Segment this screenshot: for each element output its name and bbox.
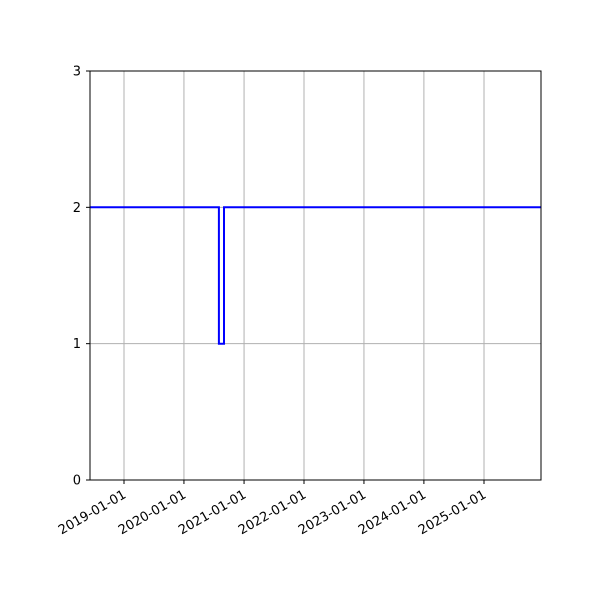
plot-border	[89, 70, 542, 481]
data-series-line	[90, 206, 541, 345]
y-axis-tick-label: 0	[73, 474, 81, 489]
y-axis-tick-label: 2	[73, 201, 81, 216]
y-axis-tick-label: 1	[73, 337, 81, 352]
y-axis-tick-label: 3	[73, 65, 81, 80]
